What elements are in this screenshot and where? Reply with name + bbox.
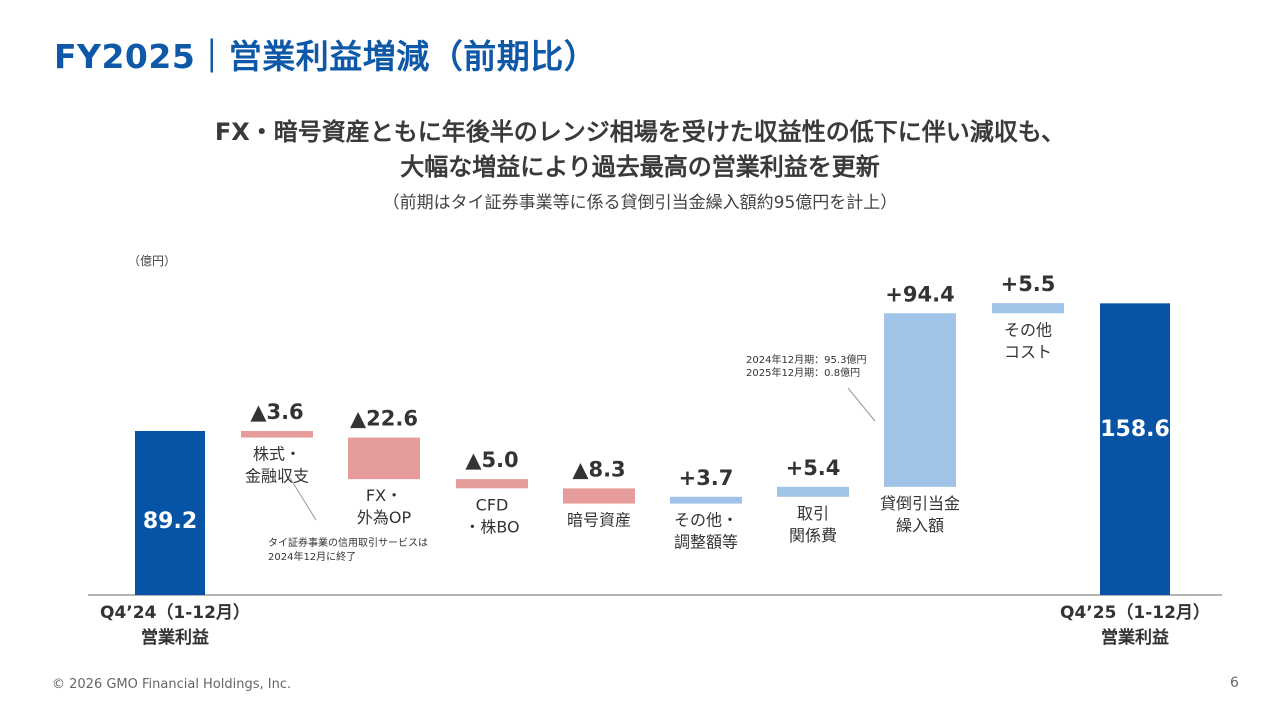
step-category-label-8-2: コスト bbox=[1004, 342, 1052, 361]
step-value-label-3: ▲5.0 bbox=[465, 448, 518, 472]
headline-note: （前期はタイ証券事業等に係る貸倒引当金繰入額約95億円を計上） bbox=[382, 193, 898, 213]
headline-line-2: 大幅な増益により過去最高の営業利益を更新 bbox=[400, 153, 880, 181]
step-category-label-2-2: 外為OP bbox=[357, 508, 412, 527]
step-category-label-6-1: 取引 bbox=[797, 504, 829, 523]
step-category-label-5-2: 調整額等 bbox=[674, 533, 738, 552]
step-bar-3 bbox=[456, 479, 528, 489]
page-title: FY2025｜営業利益増減（前期比） bbox=[54, 37, 598, 76]
step-bar-7 bbox=[884, 313, 956, 487]
step-category-label-7-2: 繰入額 bbox=[896, 516, 944, 535]
step-value-label-6: +5.4 bbox=[786, 456, 841, 480]
page-number: 6 bbox=[1230, 675, 1239, 691]
end-value-label: 158.6 bbox=[1100, 417, 1170, 442]
step-category-label-1-1: 株式・ bbox=[253, 445, 301, 464]
provision-note-leader-line bbox=[847, 387, 876, 422]
step-bar-5 bbox=[670, 496, 742, 504]
copyright: © 2026 GMO Financial Holdings, Inc. bbox=[52, 677, 292, 692]
end-category-label: Q4’25（1-12月） bbox=[1060, 602, 1210, 623]
step-category-label-4-1: 暗号資産 bbox=[567, 511, 631, 530]
step-category-label-3-1: CFD bbox=[476, 495, 509, 514]
step-bar-1 bbox=[241, 430, 313, 438]
step-value-label-8: +5.5 bbox=[1001, 272, 1056, 296]
start-value-label: 89.2 bbox=[143, 509, 197, 534]
step-category-label-6-2: 関係費 bbox=[789, 526, 837, 545]
step-value-label-5: +3.7 bbox=[679, 466, 734, 490]
step-value-label-4: ▲8.3 bbox=[572, 457, 625, 481]
step-category-label-2-1: FX・ bbox=[366, 486, 402, 505]
start-category-sublabel: 営業利益 bbox=[141, 627, 209, 648]
start-total-bar bbox=[135, 430, 205, 595]
step-category-label-1-2: 金融収支 bbox=[245, 467, 309, 486]
unit-label: （億円） bbox=[128, 254, 177, 268]
end-category-sublabel: 営業利益 bbox=[1101, 627, 1169, 648]
step-value-label-1: ▲3.6 bbox=[250, 400, 303, 424]
provision-note-text-1: 2024年12月期：95.3億円 bbox=[746, 353, 866, 366]
step-value-label-7: +94.4 bbox=[885, 282, 954, 306]
end-total-bar bbox=[1100, 303, 1170, 595]
step-category-label-3-2: ・株BO bbox=[464, 517, 519, 536]
headline-line-1: FX・暗号資産ともに年後半のレンジ相場を受けた収益性の低下に伴い減収も、 bbox=[214, 118, 1066, 146]
thai-note-leader-line bbox=[289, 477, 317, 521]
step-category-label-5-1: その他・ bbox=[674, 511, 738, 530]
step-bar-8 bbox=[992, 303, 1064, 314]
step-bar-2 bbox=[348, 437, 420, 480]
step-bar-6 bbox=[777, 486, 849, 497]
step-value-label-2: ▲22.6 bbox=[350, 407, 418, 431]
start-category-label: Q4’24（1-12月） bbox=[100, 602, 250, 623]
step-bar-4 bbox=[563, 488, 635, 504]
provision-note-text-2: 2025年12月期：0.8億円 bbox=[746, 366, 860, 379]
step-category-label-7-1: 貸倒引当金 bbox=[880, 494, 960, 513]
thai-note-text-2: 2024年12月に終了 bbox=[268, 550, 356, 563]
step-category-label-8-1: その他 bbox=[1004, 320, 1052, 339]
thai-note-text-1: タイ証券事業の信用取引サービスは bbox=[268, 536, 428, 549]
